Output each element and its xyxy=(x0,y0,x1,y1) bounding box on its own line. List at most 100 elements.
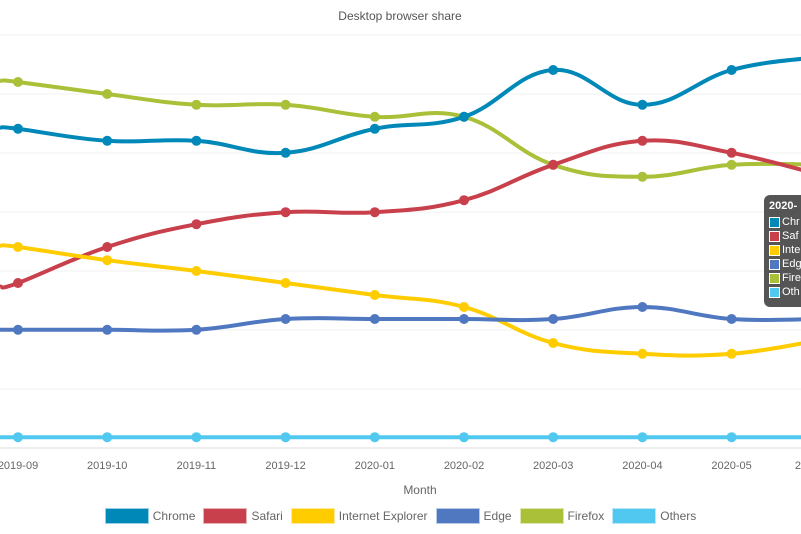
data-point[interactable] xyxy=(637,135,648,146)
x-tick-label: 2020-04 xyxy=(622,460,662,472)
data-point[interactable] xyxy=(102,135,113,146)
data-point[interactable] xyxy=(13,432,23,443)
tooltip-swatch xyxy=(769,230,780,242)
legend-swatch xyxy=(203,508,248,524)
data-point[interactable] xyxy=(369,290,380,300)
legend: Chrome Safari Internet Explorer Edge Firefox… xyxy=(0,508,801,524)
data-point[interactable] xyxy=(102,89,113,99)
tooltip: 2020- Chr Saf Inte Edg Fire Oth xyxy=(764,195,801,307)
legend-swatch xyxy=(104,508,149,524)
data-point[interactable] xyxy=(13,242,23,252)
x-tick-label: 2020-02 xyxy=(444,460,484,472)
data-point[interactable] xyxy=(280,99,291,110)
legend-item-edge[interactable]: Edge xyxy=(435,508,512,524)
x-axis-label: Month xyxy=(403,483,436,497)
legend-swatch xyxy=(290,508,335,524)
data-point[interactable] xyxy=(191,135,202,146)
data-point[interactable] xyxy=(637,432,648,443)
series-line xyxy=(0,78,801,179)
legend-item-firefox[interactable]: Firefox xyxy=(519,508,604,524)
series-edge xyxy=(0,302,801,335)
legend-swatch xyxy=(435,508,480,524)
tooltip-label: Chr xyxy=(782,216,800,228)
x-tick-label: 2019-12 xyxy=(265,460,305,472)
data-point[interactable] xyxy=(548,65,559,75)
legend-item-internet-explorer[interactable]: Internet Explorer xyxy=(290,508,428,524)
legend-label: Others xyxy=(660,509,697,523)
tooltip-row: Saf xyxy=(769,229,801,243)
data-point[interactable] xyxy=(13,324,23,335)
tooltip-label: Fire xyxy=(782,272,801,284)
data-point[interactable] xyxy=(191,266,202,276)
data-point[interactable] xyxy=(726,147,737,158)
series-safari xyxy=(0,135,801,290)
data-point[interactable] xyxy=(726,314,737,324)
data-point[interactable] xyxy=(637,348,648,359)
data-point[interactable] xyxy=(369,123,380,134)
data-point[interactable] xyxy=(13,278,23,288)
data-point[interactable] xyxy=(191,219,202,230)
legend-item-safari[interactable]: Safari xyxy=(203,508,283,524)
tooltip-label: Saf xyxy=(782,230,799,242)
data-point[interactable] xyxy=(548,432,559,443)
data-point[interactable] xyxy=(102,324,113,335)
data-point[interactable] xyxy=(102,432,113,443)
data-point[interactable] xyxy=(280,314,291,324)
legend-item-chrome[interactable]: Chrome xyxy=(104,508,196,524)
tooltip-row: Inte xyxy=(769,243,801,257)
data-point[interactable] xyxy=(459,195,469,206)
data-point[interactable] xyxy=(102,255,113,266)
tooltip-label: Edg xyxy=(782,258,801,270)
x-tick-label: 2 xyxy=(795,460,801,472)
data-point[interactable] xyxy=(191,99,202,110)
data-point[interactable] xyxy=(459,432,469,443)
data-point[interactable] xyxy=(459,302,469,312)
data-point[interactable] xyxy=(726,348,737,359)
data-point[interactable] xyxy=(459,111,469,122)
data-point[interactable] xyxy=(191,432,202,443)
data-point[interactable] xyxy=(369,207,380,218)
series-line xyxy=(0,138,801,290)
x-tick-label: 2020-01 xyxy=(355,460,395,472)
series-line xyxy=(0,243,801,358)
data-point[interactable] xyxy=(369,432,380,443)
tooltip-label: Inte xyxy=(782,244,801,256)
legend-swatch xyxy=(612,508,657,524)
data-point[interactable] xyxy=(369,111,380,122)
data-point[interactable] xyxy=(280,432,291,443)
legend-label: Internet Explorer xyxy=(338,509,428,523)
data-point[interactable] xyxy=(548,159,559,170)
data-point[interactable] xyxy=(191,324,202,335)
tooltip-swatch xyxy=(769,216,780,228)
legend-swatch xyxy=(519,508,564,524)
data-point[interactable] xyxy=(280,207,291,218)
x-tick-label: 2019-11 xyxy=(177,460,217,472)
data-point[interactable] xyxy=(637,171,648,182)
data-point[interactable] xyxy=(369,314,380,324)
data-point[interactable] xyxy=(548,314,559,324)
data-point[interactable] xyxy=(548,338,559,348)
tooltip-label: Oth xyxy=(782,286,800,298)
data-point[interactable] xyxy=(637,99,648,110)
data-point[interactable] xyxy=(102,242,113,252)
series-line xyxy=(0,56,801,156)
legend-label: Edge xyxy=(483,509,512,523)
data-point[interactable] xyxy=(459,314,469,324)
data-point[interactable] xyxy=(280,147,291,158)
legend-label: Chrome xyxy=(152,509,196,523)
series-chrome xyxy=(0,56,801,158)
data-point[interactable] xyxy=(726,159,737,170)
data-point[interactable] xyxy=(726,432,737,443)
data-point[interactable] xyxy=(280,278,291,288)
legend-item-others[interactable]: Others xyxy=(612,508,696,524)
data-point[interactable] xyxy=(13,123,23,134)
tooltip-swatch xyxy=(769,286,780,298)
data-point[interactable] xyxy=(13,77,23,87)
series-line xyxy=(0,304,801,333)
tooltip-row: Oth xyxy=(769,285,801,299)
chart-title: Desktop browser share xyxy=(338,9,462,23)
data-point[interactable] xyxy=(637,302,648,312)
data-point[interactable] xyxy=(726,65,737,75)
x-tick-label: 2020-05 xyxy=(711,460,751,472)
